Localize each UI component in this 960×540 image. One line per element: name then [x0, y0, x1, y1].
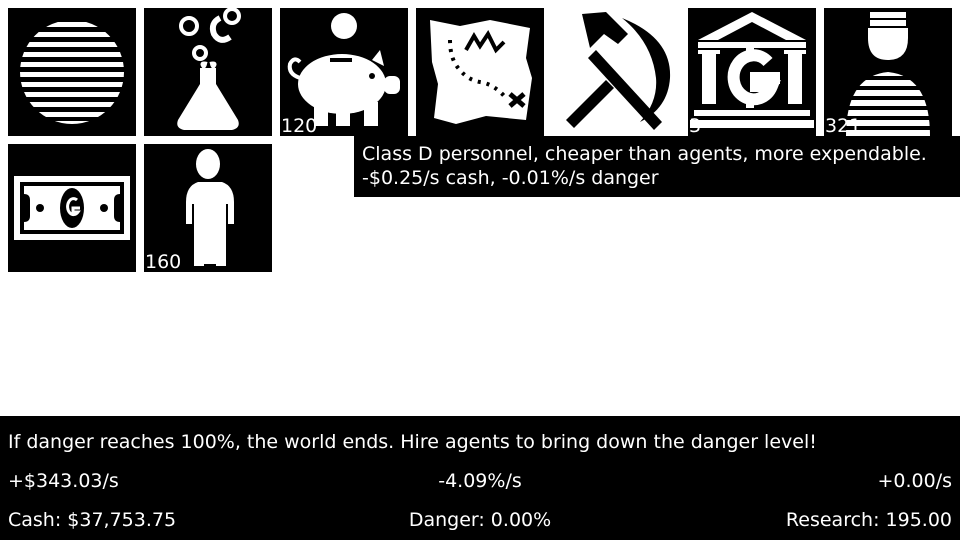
hammer-sickle-icon [566, 12, 671, 130]
status-panel: If danger reaches 100%, the world ends. … [0, 416, 960, 540]
danger-level: Danger: 0.00% [408, 509, 552, 531]
bank-icon [690, 12, 814, 128]
research-rate: +0.00/s [877, 470, 952, 492]
cash-total: Cash: $37,753.75 [8, 509, 177, 531]
research-total: Research: 195.00 [785, 509, 952, 531]
person-icon [186, 149, 234, 266]
piggy-bank-tile[interactable]: 120 [280, 8, 408, 137]
tooltip-effects: -$0.25/s cash, -0.01%/s danger [362, 167, 659, 189]
tile-count: 321 [825, 115, 862, 137]
hammer-sickle-tile[interactable] [552, 8, 680, 136]
prisoner-tile[interactable]: 321 [824, 8, 952, 137]
research-flask-icon [177, 8, 241, 130]
globe-icon [20, 22, 124, 124]
bank-tile[interactable]: 3 [688, 8, 816, 137]
prisoner-icon [846, 12, 930, 136]
map-tile[interactable] [416, 8, 544, 136]
globe-tile[interactable] [8, 8, 136, 136]
tile-count: 3 [689, 115, 702, 137]
tile-count: 120 [281, 115, 318, 137]
cash-rate: +$343.03/s [8, 470, 119, 492]
status-message: If danger reaches 100%, the world ends. … [8, 431, 817, 453]
tooltip: Class D personnel, cheaper than agents, … [354, 136, 960, 197]
tile-count: 160 [145, 251, 182, 273]
banknote-tile[interactable] [8, 144, 136, 272]
danger-rate: -4.09%/s [438, 470, 522, 492]
personnel-tile[interactable]: 160 [144, 144, 272, 273]
banknote-icon [14, 176, 130, 240]
treasure-map-icon [430, 20, 532, 124]
piggy-bank-icon [287, 13, 400, 126]
tooltip-description: Class D personnel, cheaper than agents, … [362, 143, 927, 165]
research-tile[interactable] [144, 8, 272, 136]
